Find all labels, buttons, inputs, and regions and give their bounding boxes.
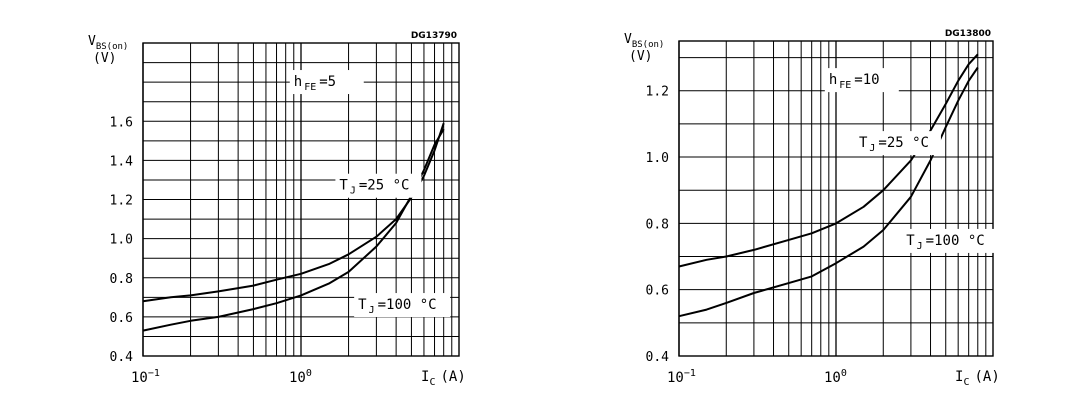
series-label-group: T J =25 °C [335,173,422,198]
y-tick-label: 1.4 [110,154,134,169]
param-label-bg: h FE =10 [824,68,899,93]
series-label-tj-25c-main: T [859,135,868,151]
series-label-group: T J =100 °C [354,293,451,318]
y-axis-label-sub: BS(on) [96,42,129,52]
plot-frame [142,42,460,357]
series-label-tj-25c-sub: J [350,186,356,197]
series-label-tj-100c-main: T [358,297,367,313]
x-axis-label-unit: (A) [974,369,999,385]
series-label-tj-100c-main: T [906,233,915,249]
x-tick-label-exp: 0 [841,368,847,379]
x-tick-label: 100 [824,368,847,386]
param-label-bg: h FE =5 [289,70,364,95]
series-label-tj-100c-sub: J [369,305,375,316]
x-tick-label: 100 [289,368,312,386]
x-tick-label-base: 10 [824,370,841,386]
hfe-label-sub: FE [839,80,851,91]
y-axis-unit: (V) [629,49,652,64]
x-axis-label: IC (A) [421,369,466,388]
series-label-mask [902,228,999,253]
series-label-tj-100c-sub: J [917,241,923,252]
y-axis-label-main: V [624,32,632,47]
figure-code: DG13800 [945,29,991,39]
plot-frame [678,40,994,357]
x-axis-label: IC (A) [955,369,1000,388]
y-tick-label: 1.0 [110,233,133,248]
y-tick-label: 1.2 [110,194,133,209]
series-label-mask [354,293,451,318]
param-label-mask [289,70,364,95]
x-tick-label: 10−1 [667,368,696,386]
series-label-tj-25c-value: =25 °C [878,135,929,151]
y-tick-label: 0.4 [646,350,670,365]
chart-panel-right: 0.4 0.6 0.8 1.0 1.2 10−1 100 VBS(on) (V) IC (A) DG1… [536,0,1071,394]
series-label-tj-25c: T J =25 °C [859,135,929,154]
series-label-tj-100c: T J =100 °C [906,233,984,252]
x-axis-label-main: I [421,369,429,385]
y-tick-label: 1.0 [646,151,669,166]
param-label-mask [824,68,899,93]
hfe-label-value: =5 [319,74,336,90]
series-label-group: T J =100 °C [902,228,999,253]
y-tick-label: 0.6 [646,284,669,299]
x-tick-label-base: 10 [289,370,306,386]
x-tick-label-exp: −1 [148,368,160,379]
series-label-mask [335,173,422,198]
plot-area [142,42,460,357]
hfe-label-main: h [829,72,837,88]
y-axis-label: VBS(on) [624,32,664,50]
series-label-tj-25c-value: =25 °C [359,178,410,194]
x-tick-label-exp: 0 [306,368,312,379]
chart-panel-left: 0.4 0.6 0.8 1.0 1.2 1.4 1.6 10−1 100 VBS(on) (V) IC… [88,31,466,388]
x-axis-label-sub: C [963,377,969,388]
hfe-label-main: h [294,74,302,90]
chart-left-svg: 0.40.60.81.01.21.41.610−1 100VBS(on)(V)IC… [88,31,466,388]
plot-area [678,40,994,357]
hfe-label: h FE =10 [829,72,880,91]
x-tick-label: 10−1 [131,368,160,386]
series-label-tj-25c-sub: J [869,143,875,154]
y-tick-label: 0.8 [110,272,133,287]
hfe-label-value: =10 [854,72,879,88]
hfe-label-sub: FE [304,82,316,93]
series-curve-tj-25c [678,53,979,268]
x-tick-label-exp: −1 [684,368,696,379]
y-tick-label: 0.4 [110,350,134,365]
y-axis-label-sub: BS(on) [632,40,665,50]
x-tick-label-base: 10 [131,370,148,386]
y-axis-unit: (V) [93,51,116,66]
y-tick-label: 1.6 [110,115,133,130]
y-axis-label: VBS(on) [88,34,128,52]
series-label-tj-100c-value: =100 °C [378,297,437,313]
series-label-tj-100c: T J =100 °C [358,297,436,316]
series-label-mask [854,131,941,156]
hfe-label: h FE =5 [294,74,336,93]
x-tick-label-base: 10 [667,370,684,386]
series-label-tj-25c-main: T [339,178,348,194]
x-axis-label-main: I [955,369,963,385]
x-axis-label-sub: C [429,377,435,388]
y-tick-label: 0.6 [110,311,133,326]
y-axis-label-main: V [88,34,96,49]
series-label-tj-25c: T J =25 °C [339,178,409,197]
series-label-tj-100c-value: =100 °C [926,233,985,249]
figure-code: DG13790 [411,31,457,41]
series-label-group: T J =25 °C [854,131,941,156]
series-curve-tj-100c [678,66,979,318]
x-axis-label-unit: (A) [440,369,465,385]
y-tick-label: 0.8 [646,217,669,232]
y-tick-label: 1.2 [646,85,669,100]
